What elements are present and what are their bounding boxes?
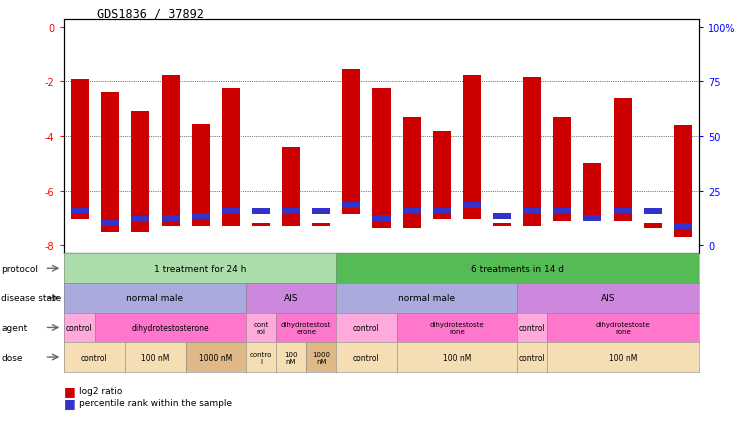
Text: 100 nM: 100 nM: [141, 353, 170, 362]
Bar: [221, 89, 240, 227]
Text: control: control: [353, 323, 380, 332]
Text: dihydrotestoste
rone: dihydrotestoste rone: [429, 321, 484, 334]
Bar: [493, 214, 511, 220]
Bar: [674, 224, 692, 229]
Bar: [493, 224, 511, 227]
Bar: [613, 99, 631, 221]
Bar: [463, 76, 481, 220]
Bar: [373, 89, 390, 228]
Text: AIS: AIS: [601, 294, 616, 302]
Bar: [402, 208, 420, 214]
Text: normal male: normal male: [126, 294, 183, 302]
Text: dihydrotestoste
rone: dihydrotestoste rone: [596, 321, 651, 334]
Text: dose: dose: [1, 353, 23, 362]
Bar: [432, 131, 451, 220]
Text: control: control: [66, 323, 93, 332]
Text: 6 treatments in 14 d: 6 treatments in 14 d: [471, 264, 564, 273]
Bar: [463, 203, 481, 209]
Text: 100 nM: 100 nM: [609, 353, 637, 362]
Text: AIS: AIS: [283, 294, 298, 302]
Bar: [132, 112, 150, 232]
Bar: [71, 208, 89, 214]
Bar: [282, 148, 300, 227]
Bar: [191, 125, 209, 227]
Bar: [643, 208, 662, 214]
Bar: [162, 215, 180, 221]
Bar: [221, 208, 240, 214]
Text: cont
rol: cont rol: [254, 321, 269, 334]
Text: agent: agent: [1, 323, 28, 332]
Bar: [343, 70, 361, 214]
Bar: [343, 203, 361, 209]
Text: contro
l: contro l: [250, 351, 272, 364]
Text: 1 treatment for 24 h: 1 treatment for 24 h: [154, 264, 246, 273]
Text: log2 ratio: log2 ratio: [79, 386, 122, 395]
Text: dihydrotestosterone: dihydrotestosterone: [132, 323, 209, 332]
Bar: [554, 118, 571, 221]
Bar: [432, 208, 451, 214]
Bar: [312, 224, 331, 227]
Bar: [312, 208, 331, 214]
Text: control: control: [81, 353, 108, 362]
Bar: [523, 208, 542, 214]
Text: ■: ■: [64, 384, 76, 397]
Text: GDS1836 / 37892: GDS1836 / 37892: [97, 7, 204, 20]
Text: control: control: [519, 323, 545, 332]
Bar: [101, 220, 120, 227]
Bar: [252, 224, 270, 227]
Bar: [523, 78, 542, 227]
Bar: [643, 224, 662, 228]
Text: 1000
nM: 1000 nM: [312, 351, 330, 364]
Bar: [402, 118, 420, 228]
Text: 100 nM: 100 nM: [443, 353, 471, 362]
Text: ■: ■: [64, 396, 76, 409]
Bar: [132, 217, 150, 223]
Text: control: control: [519, 353, 545, 362]
Bar: [282, 208, 300, 214]
Bar: [674, 126, 692, 237]
Text: control: control: [353, 353, 380, 362]
Text: protocol: protocol: [1, 264, 38, 273]
Bar: [373, 215, 390, 221]
Bar: [583, 215, 601, 221]
Text: 100
nM: 100 nM: [284, 351, 298, 364]
Bar: [613, 208, 631, 214]
Bar: [554, 208, 571, 214]
Text: dihydrotestost
erone: dihydrotestost erone: [281, 321, 331, 334]
Bar: [101, 93, 120, 232]
Bar: [583, 164, 601, 221]
Bar: [71, 79, 89, 220]
Text: percentile rank within the sample: percentile rank within the sample: [79, 398, 232, 407]
Text: disease state: disease state: [1, 294, 62, 302]
Bar: [162, 76, 180, 227]
Text: normal male: normal male: [398, 294, 456, 302]
Bar: [252, 208, 270, 214]
Bar: [191, 214, 209, 220]
Text: 1000 nM: 1000 nM: [199, 353, 233, 362]
